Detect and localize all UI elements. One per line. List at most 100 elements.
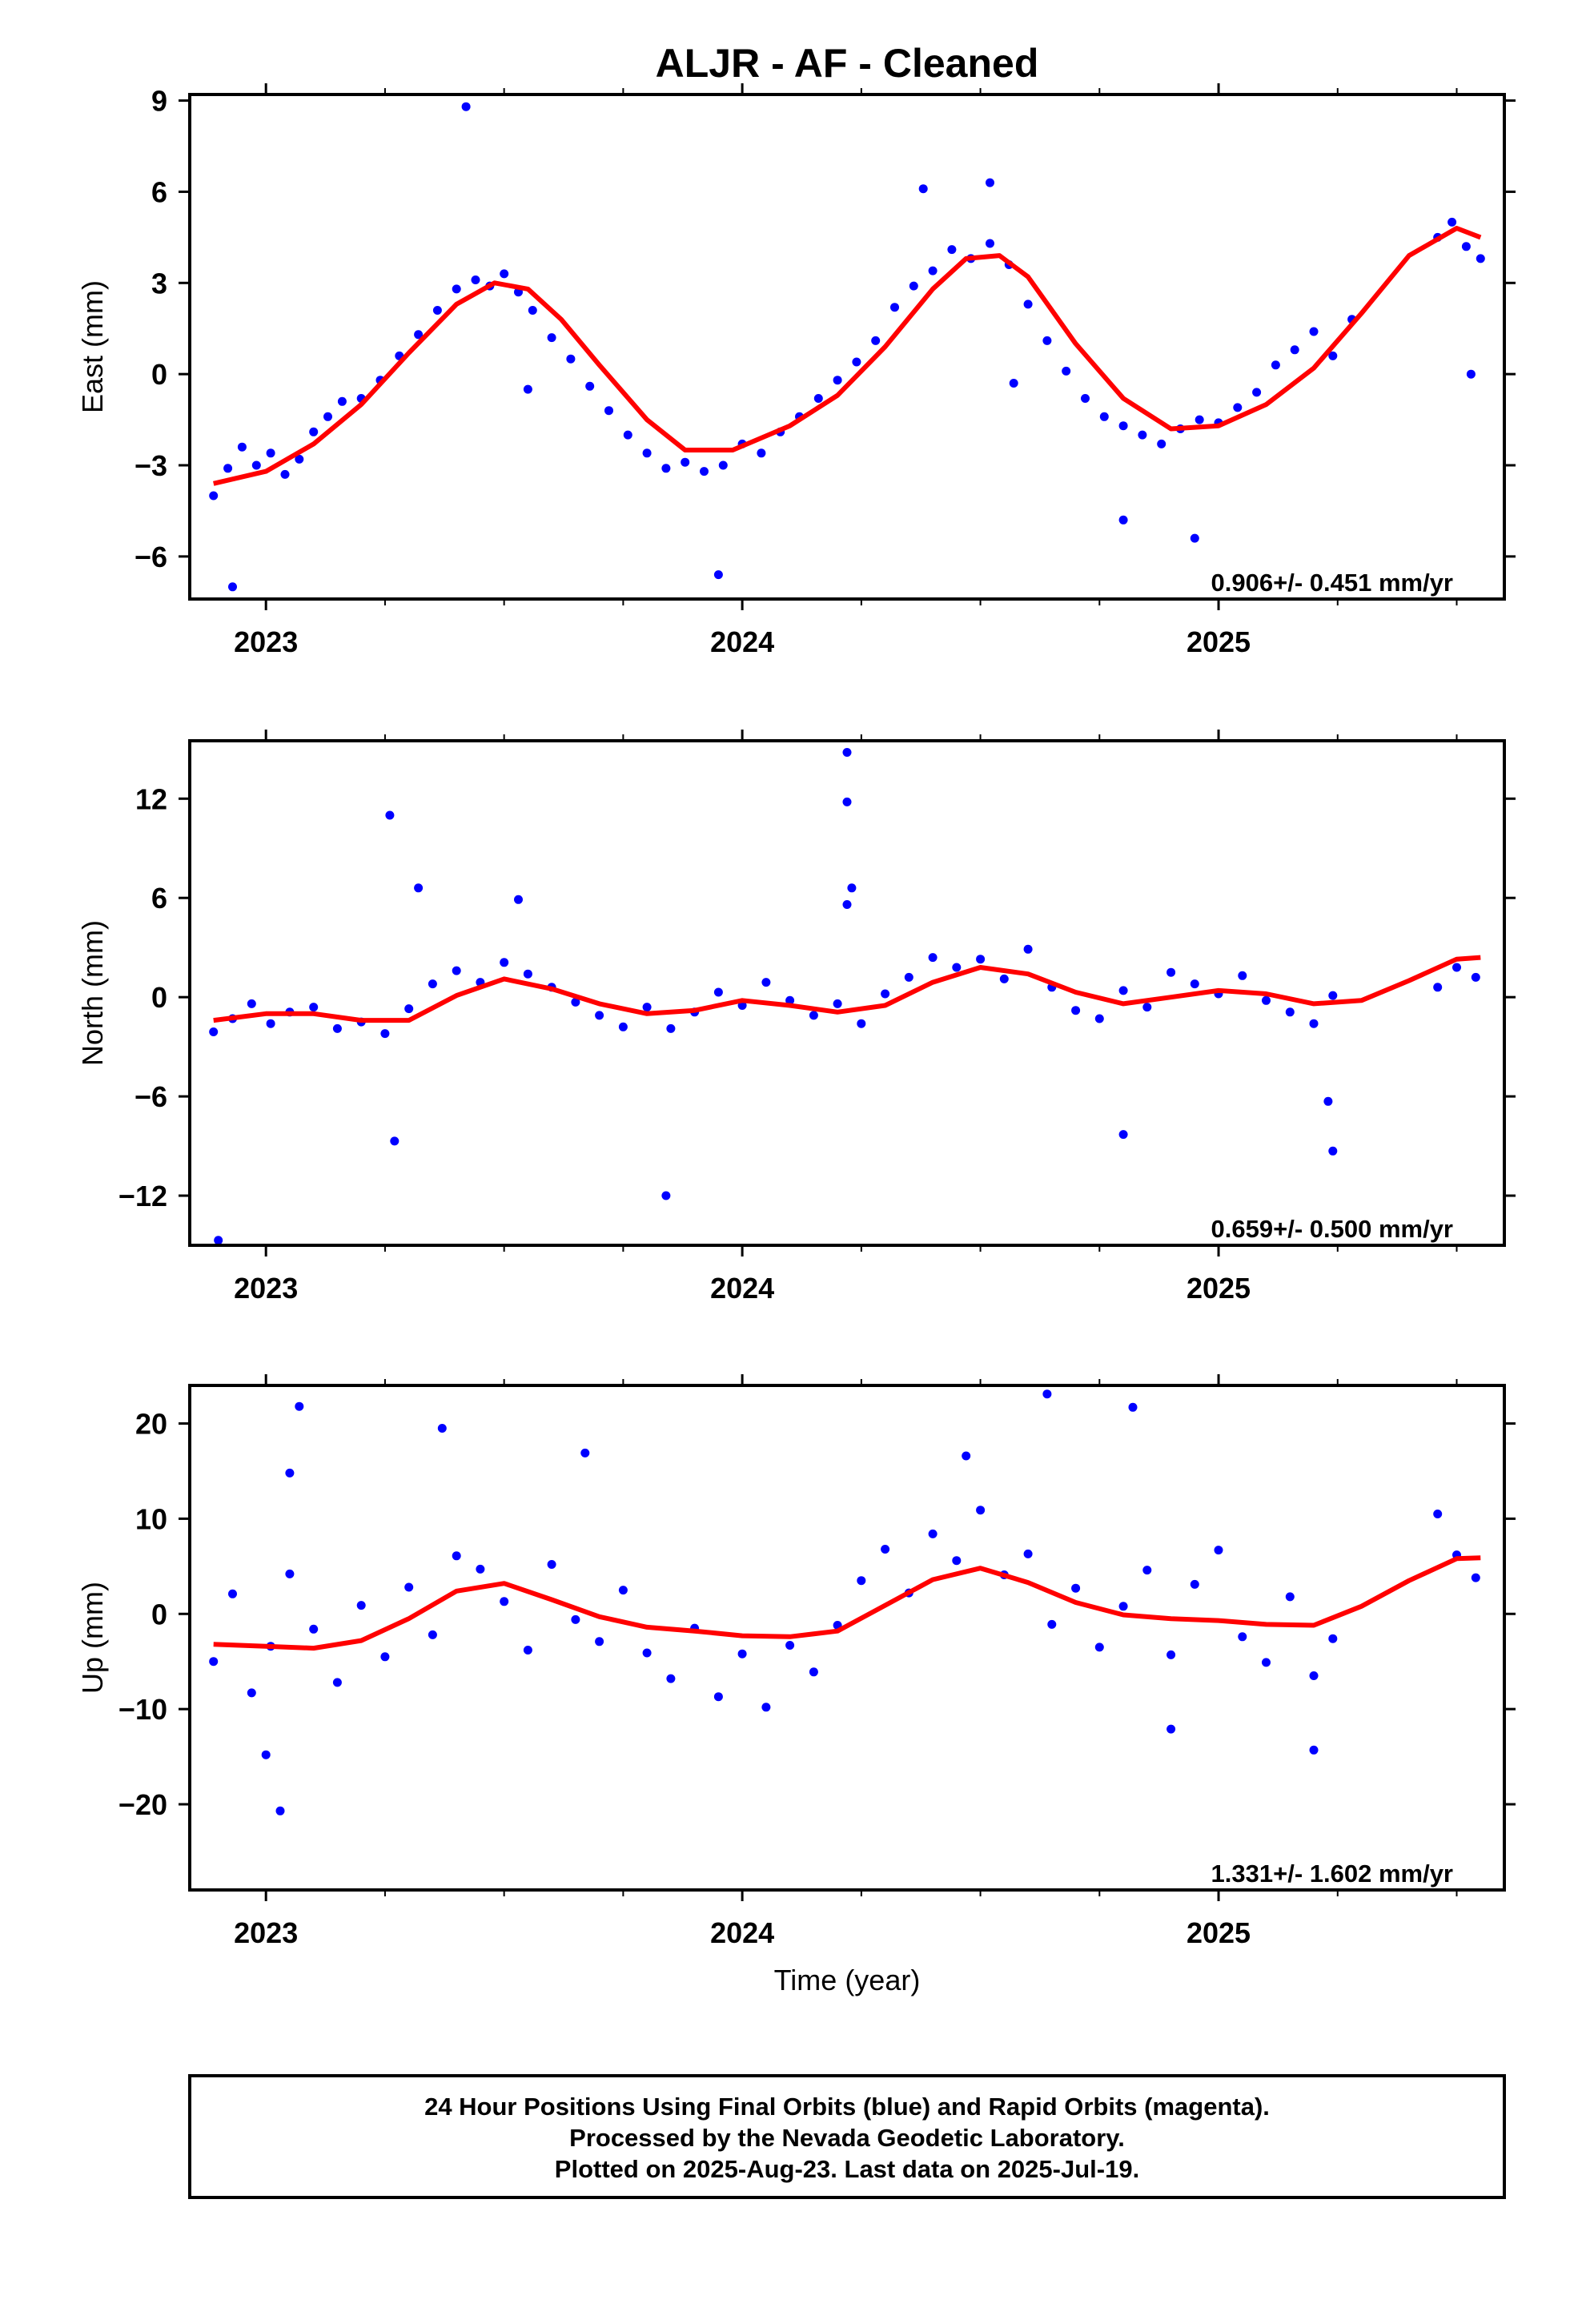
east-data-point — [251, 460, 261, 470]
north-data-point — [842, 797, 852, 806]
north-data-point — [1118, 986, 1128, 995]
east-data-point — [414, 330, 424, 340]
east-data-point — [1081, 394, 1090, 403]
north-data-point — [1471, 972, 1480, 982]
north-x-tick-label: 2024 — [710, 1272, 774, 1305]
north-data-point — [842, 748, 852, 757]
east-data-point — [1466, 369, 1476, 379]
east-x-tick-label: 2023 — [234, 625, 298, 658]
up-data-point — [500, 1597, 509, 1606]
up-data-point — [642, 1648, 652, 1658]
north-data-point — [881, 989, 890, 999]
up-data-point — [1190, 1579, 1199, 1589]
east-data-point — [661, 464, 671, 473]
north-data-point — [595, 1011, 604, 1020]
east-data-point — [337, 396, 347, 406]
east-y-axis-label: East (mm) — [76, 280, 109, 413]
up-data-point — [1309, 1671, 1319, 1680]
up-data-point — [737, 1649, 747, 1659]
east-panel: 2023 2024 2025 9 6 3 0 −3 −6 East (mm) 0.906+/- 0.… — [76, 83, 1516, 658]
up-data-point — [1166, 1650, 1176, 1659]
east-data-point — [1195, 415, 1204, 424]
east-data-point — [813, 394, 823, 403]
east-y-tick-label: −3 — [135, 449, 167, 482]
up-data-point — [275, 1806, 285, 1815]
figure-title: ALJR - AF - Cleaned — [656, 41, 1039, 86]
north-data-point — [999, 974, 1009, 983]
up-data-point — [1166, 1724, 1176, 1734]
up-x-tick-label: 2023 — [234, 1916, 298, 1949]
north-data-point — [842, 900, 852, 909]
up-rate-label: 1.331+/- 1.602 mm/yr — [1211, 1860, 1453, 1888]
north-data-point — [809, 1011, 818, 1020]
east-data-point — [1118, 421, 1128, 431]
up-y-tick-label: −20 — [118, 1788, 167, 1821]
east-data-point — [718, 460, 728, 470]
up-data-point — [580, 1448, 590, 1458]
east-data-point — [566, 354, 576, 364]
up-data-point — [952, 1556, 962, 1566]
north-data-point — [761, 978, 771, 987]
north-fit-curve — [213, 955, 1481, 1023]
east-data-point — [452, 284, 461, 294]
up-points — [209, 1389, 1480, 1815]
north-data-point — [833, 999, 842, 1008]
up-data-point — [595, 1637, 604, 1647]
east-data-point — [681, 457, 690, 467]
east-data-point — [471, 275, 480, 284]
up-y-tick-label: 10 — [135, 1502, 167, 1535]
east-y-tick-label: 6 — [151, 175, 167, 208]
east-data-point — [1252, 388, 1262, 397]
east-data-point — [1099, 412, 1109, 421]
east-y-tick-label: −6 — [135, 541, 167, 573]
north-data-point — [1328, 1146, 1338, 1156]
north-data-point — [1023, 944, 1033, 954]
east-data-point — [1309, 327, 1319, 336]
up-data-point — [928, 1529, 938, 1538]
east-fit-curve — [213, 226, 1482, 486]
up-data-point — [976, 1506, 986, 1515]
north-data-point — [1190, 979, 1199, 989]
up-panel: 2023 2024 2025 20 10 0 −10 −20 Up (mm) 1.331+/- 1… — [76, 1374, 1516, 1949]
north-data-point — [785, 995, 795, 1005]
north-data-point — [404, 1004, 414, 1014]
east-data-point — [266, 448, 275, 458]
up-data-point — [666, 1674, 676, 1683]
east-data-point — [309, 427, 319, 436]
up-data-point — [428, 1630, 437, 1639]
up-data-point — [380, 1652, 390, 1662]
north-y-axis-label: North (mm) — [76, 920, 109, 1066]
east-data-point — [986, 178, 994, 187]
east-data-point — [523, 384, 532, 394]
up-y-tick-label: 20 — [135, 1408, 167, 1441]
up-data-point — [881, 1545, 890, 1554]
north-data-point — [928, 953, 938, 963]
up-data-point — [295, 1401, 304, 1411]
east-data-point — [1157, 439, 1166, 448]
north-data-point — [571, 997, 580, 1007]
up-y-tick-label: 0 — [151, 1598, 167, 1630]
east-data-point — [1042, 336, 1052, 345]
north-data-point — [976, 955, 986, 964]
up-data-point — [1238, 1632, 1247, 1642]
up-data-point — [332, 1678, 342, 1687]
up-data-point — [1471, 1573, 1480, 1582]
east-data-point — [642, 448, 652, 458]
up-data-point — [437, 1424, 447, 1433]
north-data-point — [847, 883, 857, 893]
up-data-point — [761, 1703, 771, 1712]
north-data-point — [385, 810, 395, 820]
east-data-point — [604, 406, 613, 416]
east-data-point — [852, 357, 861, 367]
east-x-tick-label: 2024 — [710, 625, 774, 658]
east-data-point — [947, 245, 957, 255]
up-data-point — [809, 1667, 818, 1677]
up-data-point — [1328, 1634, 1338, 1643]
up-data-point — [1262, 1658, 1271, 1667]
east-data-point — [295, 454, 304, 464]
north-data-point — [904, 972, 913, 982]
east-data-point — [432, 306, 442, 315]
x-axis-label: Time (year) — [774, 1964, 921, 1996]
up-data-point — [309, 1624, 319, 1634]
east-data-point — [323, 412, 332, 421]
